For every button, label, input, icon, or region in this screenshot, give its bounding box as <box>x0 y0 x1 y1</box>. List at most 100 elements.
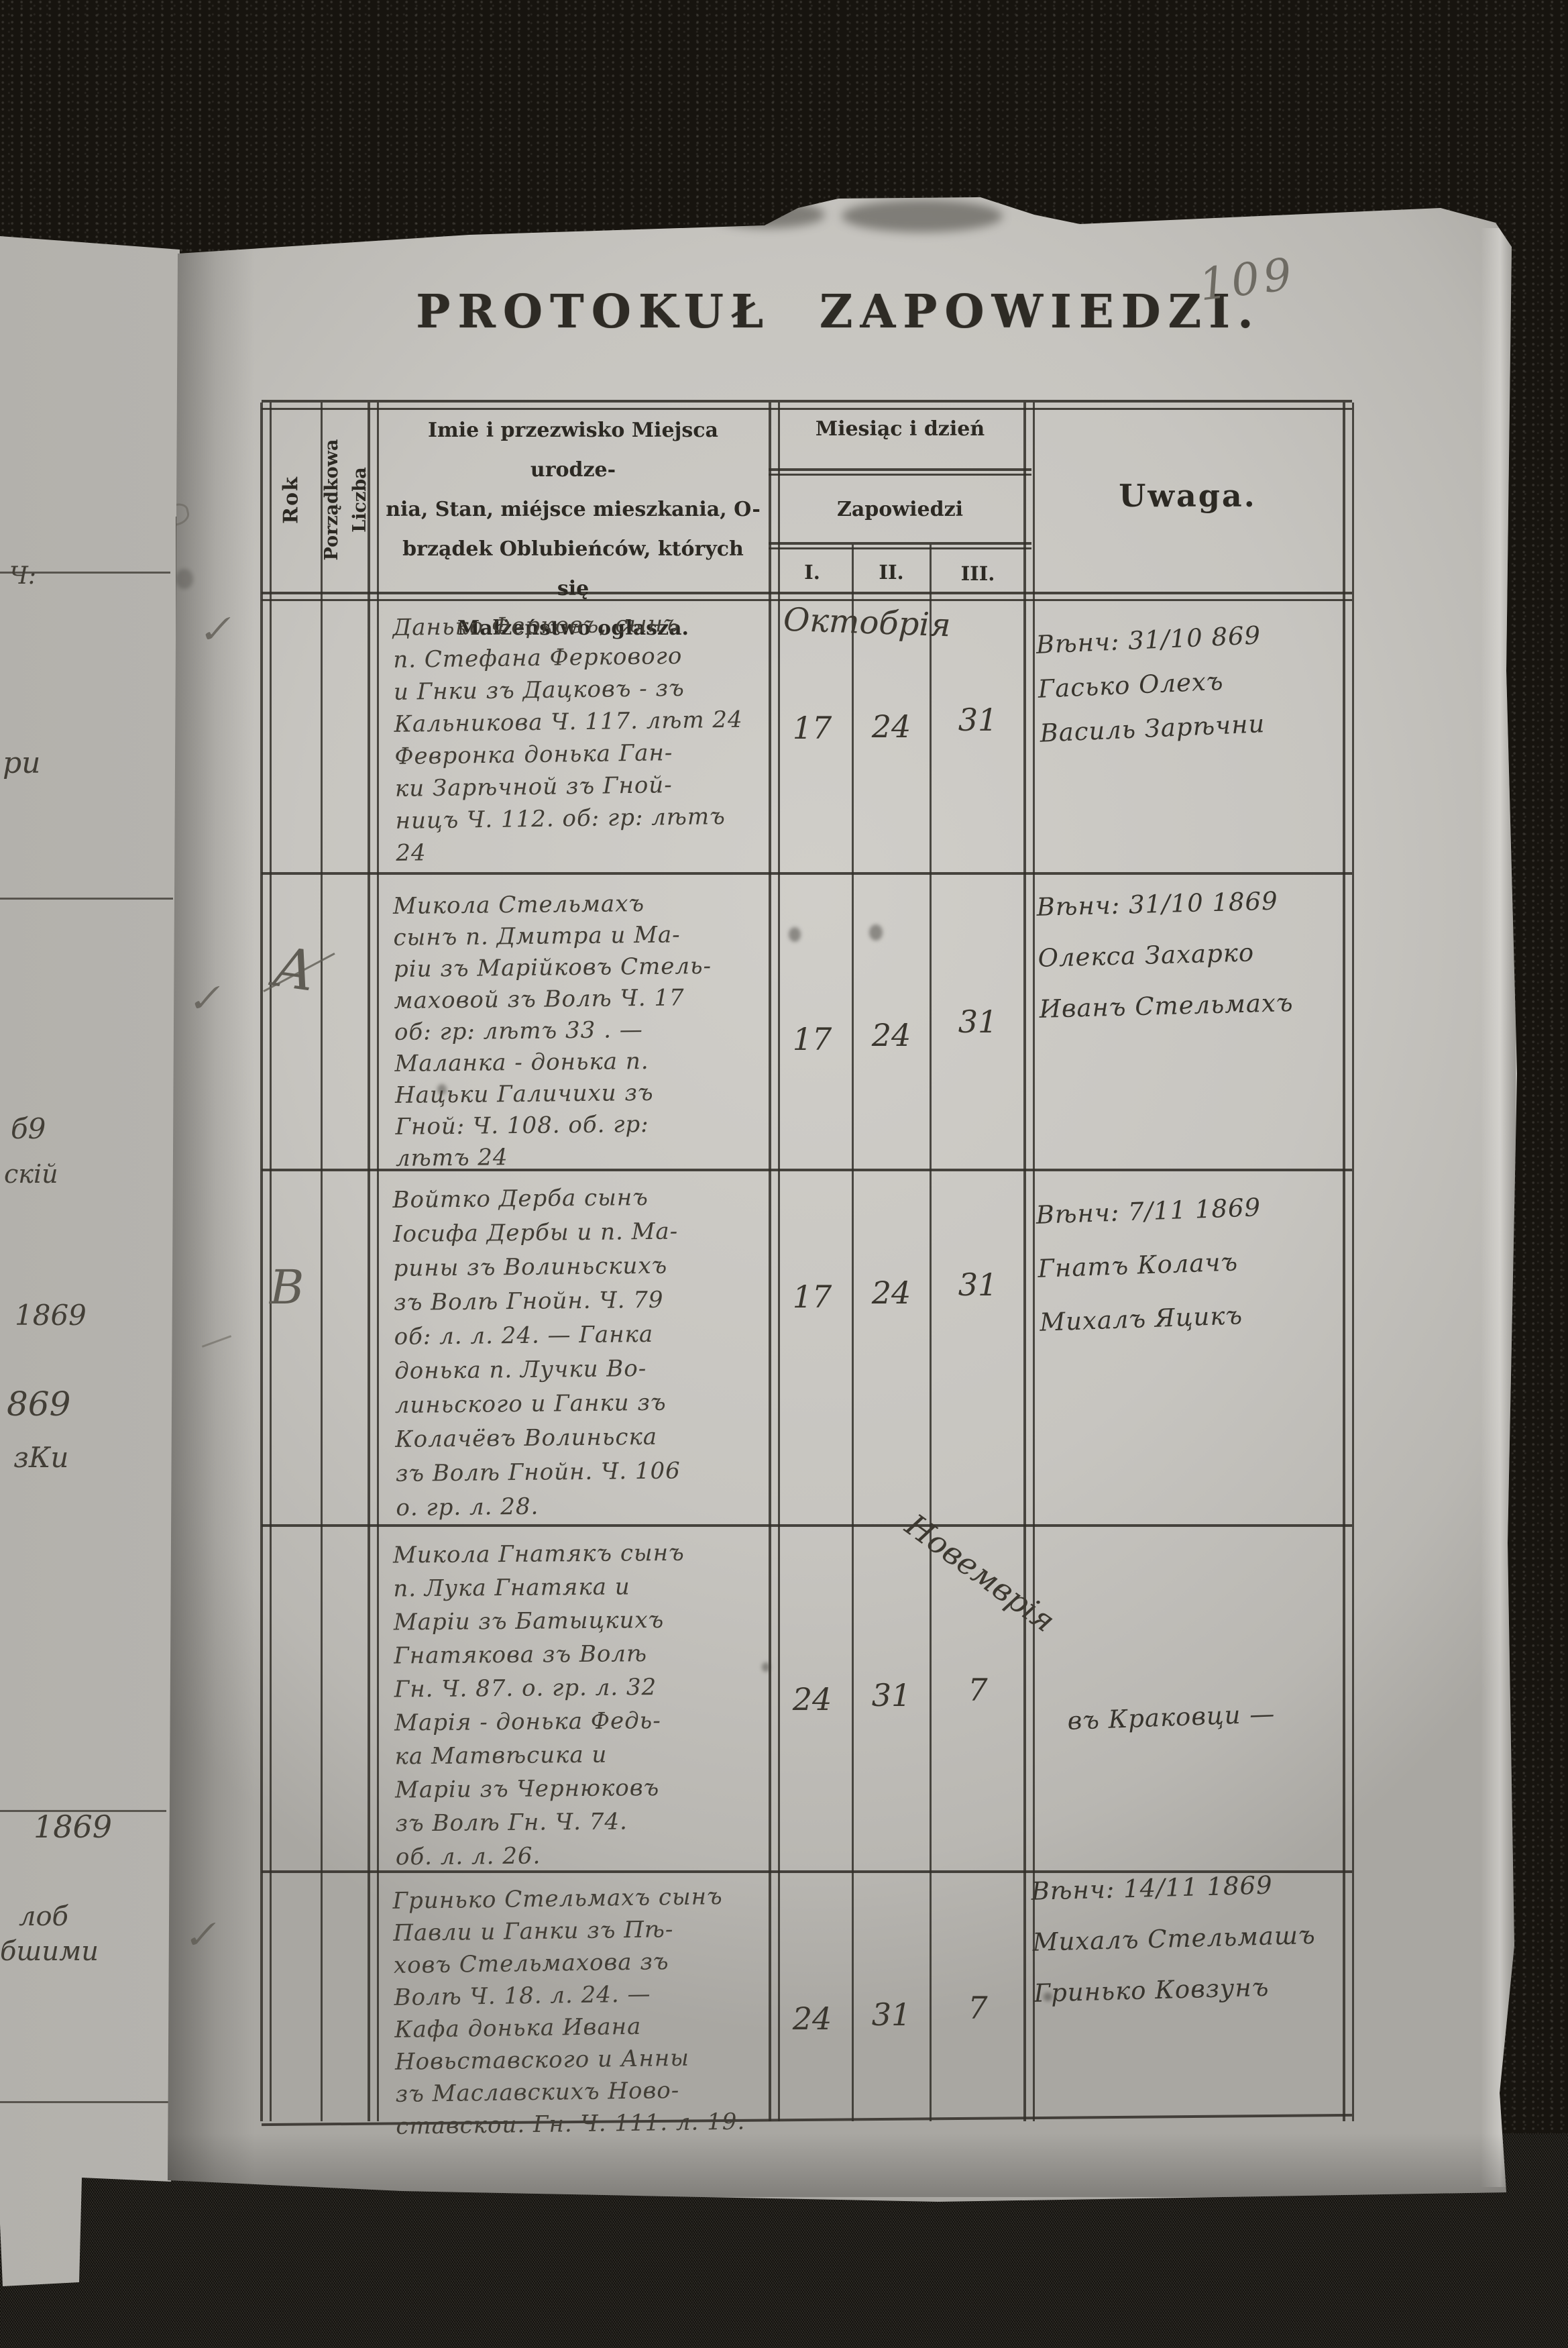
handwritten-line: ставскои. Гн. Ч. 111. л. 19. <box>396 2108 746 2140</box>
handwritten-line: Иванъ Стельмахъ <box>1039 988 1294 1024</box>
handwritten-line: и Гнки зъ Дацковъ - зъ <box>393 674 685 706</box>
header-names-line: brządek Oblubieńców, których się <box>402 537 744 600</box>
facing-text-fragment: скій <box>4 1159 58 1189</box>
banns-date-i: 17 <box>792 1021 832 1057</box>
banns-date-iii: 31 <box>958 1004 998 1040</box>
handwritten-line: Микола Гнатякъ сынъ <box>392 1539 685 1569</box>
header-banns-iii: III. <box>960 562 995 585</box>
handwritten-line: зъ Волѣ Гнойн. Ч. 79 <box>393 1286 664 1316</box>
header-porzadkowa-line: Porządkowa <box>321 439 342 561</box>
handwritten-line: Михалъ Яцикъ <box>1039 1301 1243 1337</box>
handwritten-line: Павли и Ганки зъ Пѣ- <box>393 1916 674 1947</box>
column-line-uwaga <box>1023 403 1035 2121</box>
column-line-ii-iii <box>930 545 932 2121</box>
row-separator <box>262 1870 1352 1873</box>
handwritten-line: Гн. Ч. 87. о. гр. л. 32 <box>394 1674 657 1703</box>
banns-date-i: 24 <box>792 1681 832 1717</box>
handwritten-line: Михалъ Стельмашъ <box>1032 1920 1317 1957</box>
table-border-top <box>262 400 1352 410</box>
handwritten-line: зъ Волѣ Гн. Ч. 74. <box>395 1808 628 1837</box>
entry-text: Микола Стельмахъ сынъ п. Дмитра и Ма-ріи … <box>393 889 771 1177</box>
handwritten-line: Маріи зъ Батыцкихъ <box>393 1606 665 1636</box>
handwritten-line: Данько Ферковъ, сынъ <box>392 610 680 641</box>
ink-stain <box>869 924 883 941</box>
facing-text-fragment: бшими <box>0 1936 99 1967</box>
uwaga-text: Вѣнч: 31/10 869 Гасько Олехъ Василь Зарѣчн… <box>1035 617 1343 763</box>
dates-header-line <box>769 542 1031 549</box>
handwritten-line: Вѣнч: 31/10 1869 <box>1036 886 1279 922</box>
uwaga-text: въ Краковци — <box>1067 1696 1370 1754</box>
banns-date-iii: 31 <box>958 1267 998 1303</box>
month-label: Октобрія <box>783 600 952 645</box>
facing-text-fragment: ри <box>3 746 41 780</box>
facing-text-fragment: Ч: <box>9 562 36 590</box>
banns-date-ii: 24 <box>871 1275 911 1311</box>
row-separator <box>262 872 1352 875</box>
handwritten-line: зъ Волѣ Гнойн. Ч. 106 <box>395 1457 681 1487</box>
banns-date-ii: 24 <box>871 708 911 745</box>
handwritten-line: о. гр. л. 28. <box>396 1493 539 1522</box>
entry-text: Данько Ферковъ, сынъ п. Стефана Феркового… <box>392 609 771 872</box>
handwritten-line: Марія - донька Федь- <box>394 1707 661 1737</box>
fold-shadow <box>842 200 1003 232</box>
table-border-right <box>1343 403 1354 2121</box>
ink-stain <box>762 1662 770 1672</box>
ink-stain <box>1044 1992 1052 2001</box>
handwritten-line: линьского и Ганки зъ <box>394 1389 667 1419</box>
handwritten-line: Кафа донька Ивана <box>394 2013 642 2043</box>
handwritten-line: Гнатякова зъ Волѣ <box>394 1640 648 1670</box>
handwritten-line: Микола Стельмахъ <box>392 890 645 920</box>
header-names-line: Małżeństwo ogłasza. <box>457 617 689 640</box>
handwritten-line: Колачёвъ Волиньска <box>395 1423 658 1453</box>
handwritten-line: об. л. л. 26. <box>395 1842 541 1871</box>
banns-date-iii: 31 <box>958 702 998 738</box>
facing-text-fragment: 1869 <box>15 1299 87 1332</box>
facing-text-fragment: 1869 <box>34 1809 113 1845</box>
facing-text-fragment: б9 <box>11 1112 46 1145</box>
handwritten-line: об: л. л. 24. — Ганка <box>394 1320 654 1350</box>
pencil-letter-mark: А <box>269 935 320 1004</box>
pencil-letter-mark: В <box>270 1260 304 1315</box>
torn-edge-highlight <box>1481 228 1516 2187</box>
facing-table-line <box>0 2101 169 2103</box>
handwritten-line: зъ Маславскихъ Ново- <box>395 2076 680 2108</box>
banns-date-ii: 31 <box>871 1996 911 2033</box>
header-uwaga: Uwaga. <box>1119 478 1257 514</box>
banns-date-ii: 31 <box>871 1677 911 1713</box>
uwaga-text: Вѣнч: 14/11 1869 Михалъ Стельмашъ Гринько … <box>1031 1869 1337 2030</box>
table-border-left <box>260 403 272 2121</box>
handwritten-line: п. Лука Гнатяка и <box>393 1573 630 1603</box>
banns-date-i: 17 <box>792 710 832 746</box>
entry-text: Микола Гнатякъ сынъ п. Лука Гнатяка и Марі… <box>393 1539 771 1878</box>
header-banns-ii: II. <box>879 561 904 584</box>
gutter-shadow <box>168 201 255 2202</box>
handwritten-line: ки Зарѣчной зъ Гной- <box>394 771 673 802</box>
bottom-shadow <box>168 2133 1509 2197</box>
banns-date-i: 17 <box>792 1279 832 1315</box>
banns-date-iii: 7 <box>968 1672 988 1708</box>
handwritten-line: ницъ Ч. 112. об: гр: лѣтъ <box>395 803 726 835</box>
ink-stain <box>437 1084 447 1095</box>
column-line-rok <box>321 403 323 2121</box>
handwritten-line: ховъ Стельмахова зъ <box>393 1948 669 1979</box>
header-porzadkowa-liczba: Porządkowa Liczba <box>318 439 374 561</box>
facing-table-line <box>0 1810 166 1812</box>
header-zapowiedzi: Zapowiedzi <box>836 498 964 521</box>
fold-shadow <box>711 201 825 228</box>
handwritten-line: въ Краковци — <box>1066 1699 1276 1736</box>
handwritten-line: донька п. Лучки Во- <box>394 1354 647 1385</box>
facing-text-fragment: зКи <box>13 1441 69 1474</box>
handwritten-line: п. Стефана Феркового <box>393 642 683 674</box>
handwritten-line: 24 <box>396 839 427 867</box>
handwritten-line: рины зъ Волиньскихъ <box>393 1252 668 1282</box>
header-porzadkowa-line: Liczba <box>349 467 370 533</box>
header-names-line: nia, Stan, miéjsce mieszkania, O- <box>386 498 761 521</box>
column-line-liczba <box>368 403 379 2121</box>
dates-header-line <box>769 468 1031 476</box>
page-title: PROTOKUŁ ZAPOWIEDZI. <box>416 285 1261 339</box>
table-header-separator <box>262 592 1352 601</box>
handwritten-line: маховой зъ Волѣ Ч. 17 <box>394 984 685 1014</box>
handwritten-line: Вѣнч: 14/11 1869 <box>1031 1870 1274 1906</box>
